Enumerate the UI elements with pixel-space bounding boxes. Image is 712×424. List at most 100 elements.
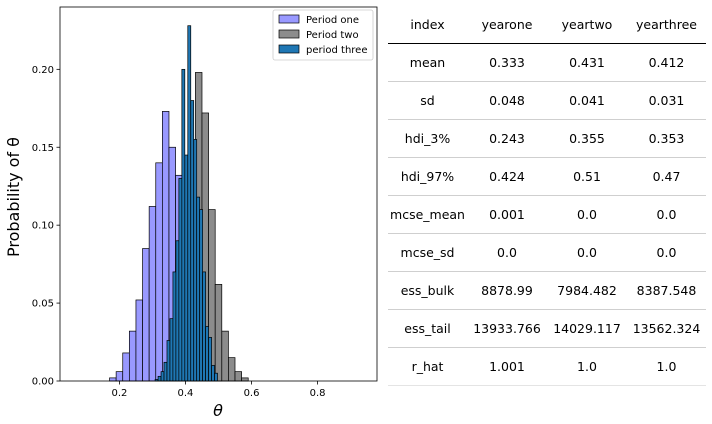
- table-cell: 0.333: [467, 43, 547, 82]
- bar-series-3-bin-18: [205, 326, 209, 382]
- table-cell: 0.424: [467, 157, 547, 196]
- table-cell: 0.355: [547, 119, 627, 158]
- table-cell: 8387.548: [627, 271, 706, 310]
- table-cell: 0.47: [627, 157, 706, 196]
- y-tick-label: 0.20: [32, 65, 54, 76]
- table-cell: ess_bulk: [388, 271, 467, 310]
- bar-series-2-bin-10: [221, 330, 229, 382]
- table-cell: 1.0: [547, 347, 627, 386]
- table-cell: mcse_sd: [388, 233, 467, 272]
- table-cell: sd: [388, 81, 467, 120]
- bar-series-3-bin-9: [178, 178, 183, 382]
- bar-series-3-bin-10: [181, 68, 186, 382]
- table-cell: 0.0: [627, 195, 706, 234]
- histogram-chart: 0.2 0.4 0.6 0.8 0.00 0.05 0.10 0.15 0.20 Probab…: [4, 6, 378, 420]
- x-tick-label: 0.2: [111, 388, 127, 399]
- table-cell: 0.412: [627, 43, 706, 82]
- bar-series-1-bin-8: [155, 162, 163, 382]
- table-cell: ess_tail: [388, 309, 467, 348]
- table-cell: mcse_mean: [388, 195, 467, 234]
- table-row: sd 0.048 0.041 0.031: [388, 81, 706, 120]
- x-tick-label: 0.8: [310, 388, 326, 399]
- bar-series-3-bin-2: [157, 375, 162, 382]
- bar-series-1-bin-5: [135, 299, 143, 382]
- table-cell: 0.0: [547, 233, 627, 272]
- table-cell: 0.51: [547, 157, 627, 196]
- legend-label: period three: [306, 45, 368, 56]
- bar-series-3-bin-13: [190, 100, 195, 382]
- table-cell: 0.431: [547, 43, 627, 82]
- axes-frame: [59, 6, 378, 382]
- table-cell: 0.048: [467, 81, 547, 120]
- table-header-cell: yearone: [467, 6, 547, 44]
- table-cell: hdi_97%: [388, 157, 467, 196]
- table-cell: 0.0: [627, 233, 706, 272]
- table-row: mcse_sd 0.0 0.0 0.0: [388, 233, 706, 272]
- table-row: hdi_97% 0.424 0.51 0.47: [388, 157, 706, 196]
- bar-series-3-bin-14: [193, 139, 198, 382]
- bar-series-3-bin-3: [160, 371, 165, 382]
- bar-series-3-bin-12: [187, 25, 192, 382]
- bar-series-1-bin-7: [148, 206, 157, 382]
- table-cell: 13562.324: [627, 309, 706, 348]
- legend-swatch: [278, 14, 300, 24]
- x-axis-label: θ: [213, 401, 223, 420]
- table-body: mean 0.333 0.431 0.412 sd 0.048 0.041 0.031 hdi_…: [388, 43, 706, 386]
- table-cell: 0.353: [627, 119, 706, 158]
- bar-series-3-bin-20: [211, 365, 215, 382]
- legend-label: Period two: [306, 30, 359, 41]
- y-axis-label: Probability of θ: [4, 137, 23, 257]
- chart-legend: Period one Period two period three: [272, 9, 374, 61]
- table-cell: 14029.117: [547, 309, 627, 348]
- table-cell: 1.001: [467, 347, 547, 386]
- bar-series-1-bin-6: [142, 248, 150, 382]
- table-cell: r_hat: [388, 347, 467, 386]
- table-header-cell: yearthree: [627, 6, 706, 44]
- table-cell: 0.0: [467, 233, 547, 272]
- y-tick-label: 0.00: [32, 377, 54, 388]
- summary-table: index yearone yeartwo yearthree mean 0.333 0.…: [388, 6, 706, 386]
- bar-series-1-bin-4: [128, 330, 137, 382]
- table-row: r_hat 1.001 1.0 1.0: [388, 347, 706, 386]
- bar-series-3-bin-6: [169, 318, 174, 382]
- table-row: mean 0.333 0.431 0.412: [388, 43, 706, 82]
- table-cell: 0.0: [547, 195, 627, 234]
- table-cell: 13933.766: [467, 309, 547, 348]
- bar-series-1-bin-1: [109, 377, 117, 382]
- table-cell: 8878.99: [467, 271, 547, 310]
- table-row: ess_tail 13933.766 14029.117 13562.324: [388, 309, 706, 348]
- bar-series-3-bin-15: [196, 196, 201, 382]
- table-row: ess_bulk 8878.99 7984.482 8387.548: [388, 271, 706, 310]
- bar-series-3-bin-16: [199, 209, 204, 382]
- table-cell: 0.001: [467, 195, 547, 234]
- bar-series-3-bin-19: [208, 337, 212, 382]
- bar-series-3-bin-5: [166, 340, 171, 382]
- table-cell: mean: [388, 43, 467, 82]
- x-tick-label: 0.6: [244, 388, 260, 399]
- y-tick-label: 0.10: [32, 221, 54, 232]
- legend-swatch: [278, 29, 300, 39]
- bar-series-3-bin-8: [175, 240, 180, 382]
- legend-label: Period one: [306, 15, 359, 26]
- x-axis: 0.2 0.4 0.6 0.8: [111, 381, 326, 399]
- table-cell: 1.0: [627, 347, 706, 386]
- table-cell: 0.031: [627, 81, 706, 120]
- table-row: mcse_mean 0.001 0.0 0.0: [388, 195, 706, 234]
- bar-series-3-bin-4: [163, 361, 168, 382]
- bar-series-3-bin-17: [202, 271, 206, 382]
- bar-series-1-bin-2: [115, 371, 124, 382]
- table-cell: 7984.482: [547, 271, 627, 310]
- bar-series-2-bin-12: [234, 371, 242, 382]
- y-tick-label: 0.05: [32, 299, 54, 310]
- table-header-cell: yeartwo: [547, 6, 627, 44]
- x-tick-label: 0.4: [178, 388, 194, 399]
- table-header-row: index yearone yeartwo yearthree: [388, 6, 706, 44]
- bar-series-2-bin-13: [241, 377, 249, 382]
- bar-series-3-bin-7: [172, 271, 177, 382]
- table-cell: 0.243: [467, 119, 547, 158]
- bar-series-3-bin-11: [184, 154, 189, 382]
- table-cell: 0.041: [547, 81, 627, 120]
- y-tick-label: 0.15: [32, 143, 54, 154]
- histogram-bars: [109, 25, 249, 382]
- bar-series-2-bin-9: [214, 284, 223, 382]
